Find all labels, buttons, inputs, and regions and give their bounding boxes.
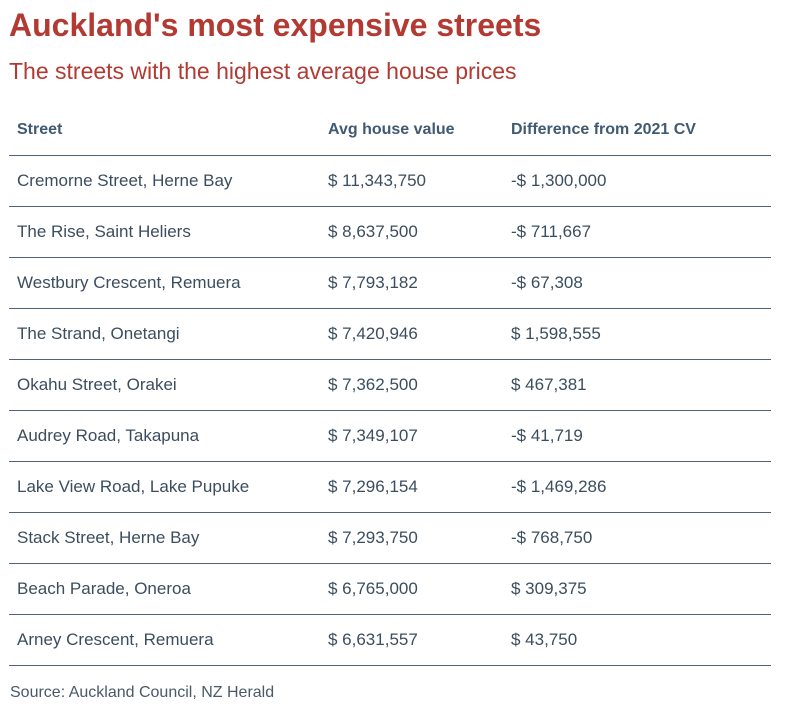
street-cell: Lake View Road, Lake Pupuke	[9, 461, 320, 513]
avg-value-cell: $ 6,765,000	[320, 563, 503, 615]
difference-cell: -$ 768,750	[503, 512, 771, 564]
page-title: Auckland's most expensive streets	[9, 7, 542, 43]
avg-value-cell: $ 7,296,154	[320, 461, 503, 513]
source-note: Source: Auckland Council, NZ Herald	[10, 684, 275, 701]
difference-cell: -$ 1,469,286	[503, 461, 771, 513]
avg-value-cell: $ 7,293,750	[320, 512, 503, 564]
table-row: Cremorne Street, Herne Bay $ 11,343,750 …	[9, 155, 771, 207]
avg-value-cell: $ 6,631,557	[320, 614, 503, 666]
street-cell: Cremorne Street, Herne Bay	[9, 155, 320, 207]
avg-value-cell: $ 7,420,946	[320, 308, 503, 360]
table-row: Arney Crescent, Remuera $ 6,631,557 $ 43…	[9, 614, 771, 666]
difference-cell: -$ 41,719	[503, 410, 771, 462]
difference-cell: $ 467,381	[503, 359, 771, 411]
page-subtitle: The streets with the highest average hou…	[9, 58, 517, 84]
difference-cell: -$ 67,308	[503, 257, 771, 309]
difference-cell: -$ 711,667	[503, 206, 771, 258]
street-cell: Arney Crescent, Remuera	[9, 614, 320, 666]
street-cell: Stack Street, Herne Bay	[9, 512, 320, 564]
data-table: Street Avg house value Difference from 2…	[9, 104, 771, 666]
street-cell: Beach Parade, Oneroa	[9, 563, 320, 615]
street-cell: The Strand, Onetangi	[9, 308, 320, 360]
avg-value-cell: $ 8,637,500	[320, 206, 503, 258]
table-row: Beach Parade, Oneroa $ 6,765,000 $ 309,3…	[9, 563, 771, 615]
column-header-avg-house-value: Avg house value	[320, 104, 503, 156]
difference-cell: -$ 1,300,000	[503, 155, 771, 207]
street-cell: Okahu Street, Orakei	[9, 359, 320, 411]
avg-value-cell: $ 7,362,500	[320, 359, 503, 411]
table-row: The Strand, Onetangi $ 7,420,946 $ 1,598…	[9, 308, 771, 360]
table-row: Lake View Road, Lake Pupuke $ 7,296,154 …	[9, 461, 771, 513]
avg-value-cell: $ 7,349,107	[320, 410, 503, 462]
table-header-row: Street Avg house value Difference from 2…	[9, 104, 771, 156]
table-row: Stack Street, Herne Bay $ 7,293,750 -$ 7…	[9, 512, 771, 564]
difference-cell: $ 1,598,555	[503, 308, 771, 360]
table-row: Audrey Road, Takapuna $ 7,349,107 -$ 41,…	[9, 410, 771, 462]
table-row: The Rise, Saint Heliers $ 8,637,500 -$ 7…	[9, 206, 771, 258]
column-header-difference: Difference from 2021 CV	[503, 104, 771, 156]
difference-cell: $ 43,750	[503, 614, 771, 666]
table-row: Westbury Crescent, Remuera $ 7,793,182 -…	[9, 257, 771, 309]
avg-value-cell: $ 11,343,750	[320, 155, 503, 207]
table-row: Okahu Street, Orakei $ 7,362,500 $ 467,3…	[9, 359, 771, 411]
street-cell: Audrey Road, Takapuna	[9, 410, 320, 462]
street-cell: Westbury Crescent, Remuera	[9, 257, 320, 309]
street-cell: The Rise, Saint Heliers	[9, 206, 320, 258]
column-header-street: Street	[9, 104, 320, 156]
difference-cell: $ 309,375	[503, 563, 771, 615]
avg-value-cell: $ 7,793,182	[320, 257, 503, 309]
